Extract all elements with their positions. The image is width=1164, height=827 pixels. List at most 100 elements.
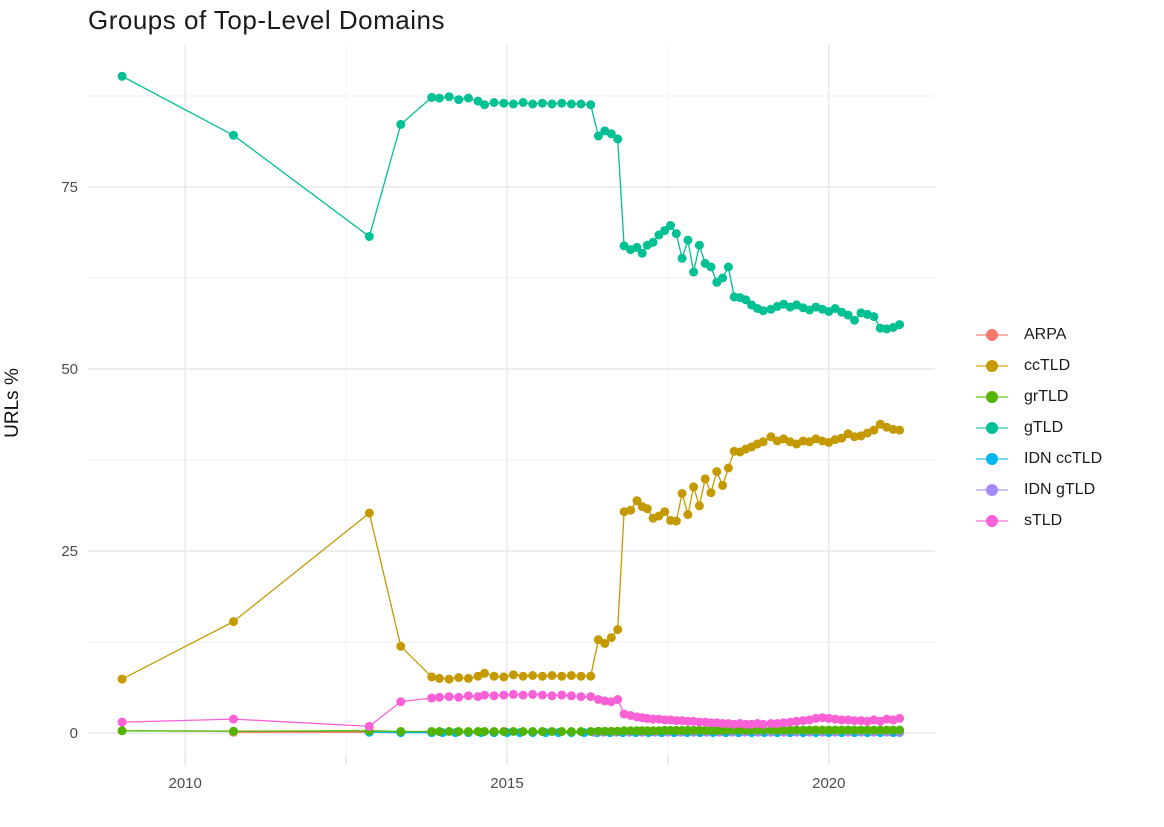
data-point [811, 713, 821, 723]
data-point [586, 727, 596, 736]
data-point [444, 92, 454, 102]
legend-label: sTLD [1024, 511, 1063, 529]
legend-dot-icon [986, 421, 998, 434]
data-point [766, 432, 776, 442]
data-point [683, 510, 693, 520]
data-point [557, 727, 567, 736]
data-point [613, 695, 623, 704]
legend-dot-icon [986, 483, 998, 496]
data-point [895, 320, 905, 330]
data-point [427, 92, 437, 102]
data-point [463, 673, 473, 683]
data-point [499, 690, 509, 700]
legend-item-cctld: ccTLD [976, 350, 1102, 381]
data-point [632, 242, 642, 252]
data-point [642, 504, 652, 514]
legend-swatch [976, 483, 1008, 497]
data-point [117, 674, 127, 684]
data-point [434, 93, 444, 103]
data-point [528, 727, 538, 736]
data-point [508, 727, 518, 736]
data-point [689, 267, 699, 277]
legend-swatch [976, 514, 1008, 528]
legend-dot-icon [986, 359, 998, 372]
legend-label: ccTLD [1024, 356, 1071, 374]
data-point [706, 488, 716, 498]
data-point [613, 134, 623, 144]
legend-dot-icon [986, 328, 998, 341]
data-point [454, 95, 464, 105]
x-tick-label: 2015 [490, 775, 523, 792]
data-point [557, 98, 567, 108]
data-point [434, 673, 444, 683]
data-point [586, 100, 596, 110]
data-point [547, 671, 557, 680]
legend-swatch [976, 421, 1008, 435]
data-point [792, 716, 802, 726]
data-point [869, 725, 879, 735]
data-point [660, 226, 670, 236]
legend-swatch [976, 390, 1008, 404]
data-point [566, 727, 576, 736]
data-point [785, 725, 795, 735]
data-point [454, 692, 464, 702]
data-point [772, 725, 782, 735]
x-tick-label: 2020 [812, 775, 845, 792]
data-point [229, 726, 238, 736]
legend-swatch [976, 328, 1008, 342]
data-point [547, 727, 557, 736]
series-stld [117, 689, 905, 731]
legend-item-idn-cctld: IDN ccTLD [976, 443, 1102, 474]
data-point [850, 716, 859, 726]
data-point [480, 727, 489, 736]
legend-item-gtld: gTLD [976, 412, 1102, 443]
data-point [824, 725, 834, 735]
data-point [837, 715, 847, 725]
data-point [557, 671, 567, 681]
data-point [117, 726, 127, 736]
legend-swatch [976, 359, 1008, 373]
data-point [632, 496, 642, 506]
legend-label: IDN gTLD [1024, 480, 1096, 498]
legend-label: IDN ccTLD [1024, 449, 1103, 467]
data-point [666, 221, 675, 230]
data-point [480, 690, 489, 700]
data-point [566, 671, 576, 680]
legend-label: grTLD [1024, 387, 1069, 405]
data-point [427, 693, 437, 703]
data-point [463, 691, 473, 701]
data-point [882, 725, 892, 735]
data-point [843, 310, 853, 320]
data-point [626, 505, 636, 515]
data-point [718, 273, 728, 283]
data-point [396, 641, 406, 651]
data-point [671, 229, 681, 239]
data-point [229, 617, 238, 627]
data-point [869, 312, 879, 322]
data-point [606, 633, 616, 643]
data-point [528, 689, 538, 699]
legend-label: gTLD [1024, 418, 1064, 436]
data-point [689, 482, 699, 492]
data-point [683, 235, 693, 245]
x-axis-ticks [184, 757, 830, 765]
data-point [463, 93, 473, 103]
y-tick-label: 50 [61, 361, 78, 378]
data-point [576, 99, 586, 109]
data-point [117, 717, 127, 727]
data-point [811, 725, 821, 735]
legend-dot-icon [986, 514, 998, 527]
series-cctld [117, 419, 905, 684]
data-point [463, 727, 473, 736]
data-point [537, 727, 547, 736]
series-grtld [117, 725, 905, 736]
data-point [480, 668, 489, 678]
data-point [576, 727, 586, 736]
data-point [779, 725, 789, 735]
data-point [489, 691, 499, 701]
data-point [576, 671, 586, 681]
data-point [718, 480, 728, 490]
data-point [593, 726, 603, 736]
